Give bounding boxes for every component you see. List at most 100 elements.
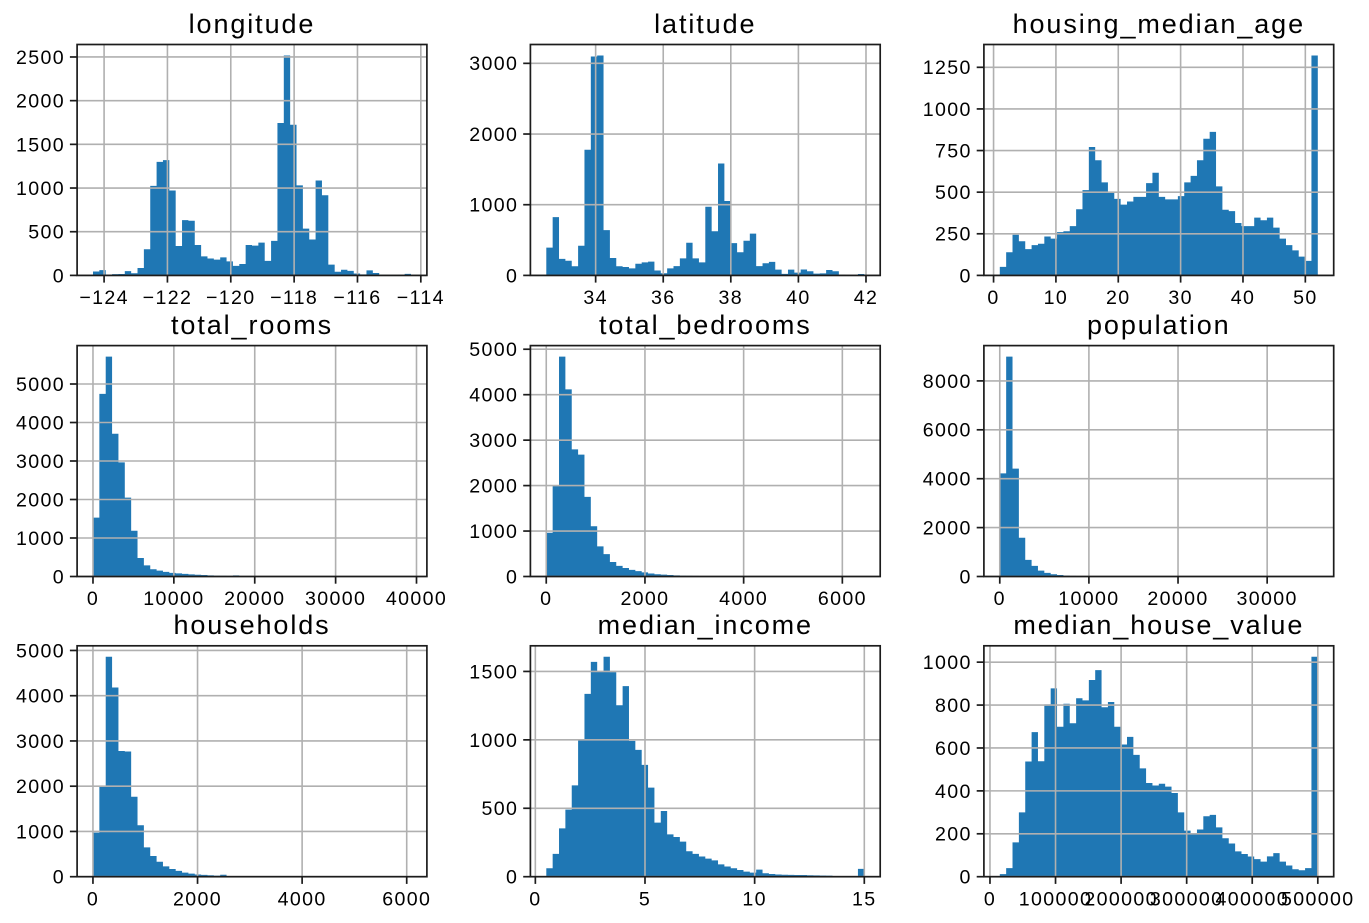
svg-text:2000: 2000 (620, 588, 669, 610)
svg-text:200000: 200000 (1084, 888, 1157, 910)
svg-text:40: 40 (1231, 287, 1256, 309)
svg-text:−122: −122 (143, 287, 193, 309)
svg-text:1000: 1000 (469, 730, 518, 752)
svg-text:4000: 4000 (923, 469, 972, 491)
svg-text:2000: 2000 (16, 91, 65, 113)
svg-text:34: 34 (583, 287, 608, 309)
svg-text:38: 38 (719, 287, 744, 309)
svg-text:0: 0 (960, 867, 972, 889)
svg-text:5000: 5000 (469, 339, 518, 361)
svg-text:total_bedrooms: total_bedrooms (599, 310, 812, 340)
svg-text:800: 800 (935, 695, 972, 717)
svg-text:1000: 1000 (923, 652, 972, 674)
svg-text:600: 600 (935, 738, 972, 760)
svg-text:3000: 3000 (16, 731, 65, 753)
svg-text:30: 30 (1168, 287, 1193, 309)
svg-text:100000: 100000 (1019, 888, 1092, 910)
svg-text:2500: 2500 (16, 47, 65, 69)
svg-text:8000: 8000 (923, 371, 972, 393)
svg-text:−114: −114 (397, 287, 445, 309)
svg-text:2000: 2000 (16, 489, 65, 511)
svg-text:250: 250 (935, 224, 972, 246)
svg-text:0: 0 (540, 588, 552, 610)
svg-text:population: population (1087, 310, 1231, 340)
svg-text:0: 0 (960, 566, 972, 588)
svg-text:0: 0 (87, 888, 99, 910)
svg-text:500: 500 (935, 182, 972, 204)
svg-text:20: 20 (1106, 287, 1131, 309)
svg-text:6000: 6000 (923, 420, 972, 442)
svg-text:0: 0 (987, 287, 999, 309)
svg-text:0: 0 (87, 588, 99, 610)
svg-text:200: 200 (935, 824, 972, 846)
svg-text:5: 5 (639, 888, 651, 910)
svg-text:1250: 1250 (923, 57, 972, 79)
svg-text:42: 42 (854, 287, 879, 309)
svg-text:−118: −118 (270, 287, 318, 309)
svg-text:median_income: median_income (598, 610, 813, 640)
svg-text:40000: 40000 (386, 588, 447, 610)
svg-text:housing_median_age: housing_median_age (1013, 9, 1305, 39)
svg-text:6000: 6000 (382, 888, 431, 910)
svg-text:longitude: longitude (189, 9, 316, 39)
svg-text:total_rooms: total_rooms (171, 310, 333, 340)
svg-text:1500: 1500 (469, 661, 518, 683)
svg-text:400: 400 (935, 781, 972, 803)
svg-text:2000: 2000 (16, 776, 65, 798)
svg-text:0: 0 (506, 566, 518, 588)
svg-text:4000: 4000 (278, 888, 327, 910)
svg-text:10000: 10000 (143, 588, 204, 610)
svg-text:1000: 1000 (16, 178, 65, 200)
svg-text:1500: 1500 (16, 134, 65, 156)
svg-text:0: 0 (506, 265, 518, 287)
svg-text:4000: 4000 (16, 686, 65, 708)
svg-text:36: 36 (651, 287, 676, 309)
svg-text:4000: 4000 (469, 385, 518, 407)
svg-text:1000: 1000 (16, 821, 65, 843)
svg-text:40: 40 (786, 287, 811, 309)
svg-text:households: households (173, 610, 330, 640)
svg-text:1000: 1000 (469, 521, 518, 543)
svg-text:20000: 20000 (224, 588, 285, 610)
svg-text:0: 0 (529, 888, 541, 910)
svg-text:0: 0 (53, 265, 65, 287)
svg-text:−120: −120 (206, 287, 256, 309)
svg-text:5000: 5000 (16, 374, 65, 396)
svg-text:1000: 1000 (923, 99, 972, 121)
svg-text:50: 50 (1293, 287, 1318, 309)
svg-text:15: 15 (852, 888, 877, 910)
svg-text:1000: 1000 (16, 528, 65, 550)
svg-text:4000: 4000 (16, 412, 65, 434)
svg-text:0: 0 (53, 566, 65, 588)
svg-text:3000: 3000 (469, 430, 518, 452)
svg-text:0: 0 (984, 888, 996, 910)
svg-text:300000: 300000 (1150, 888, 1223, 910)
svg-text:30000: 30000 (305, 588, 366, 610)
svg-text:0: 0 (53, 867, 65, 889)
svg-text:750: 750 (935, 140, 972, 162)
svg-text:10: 10 (1044, 287, 1069, 309)
svg-text:1000: 1000 (469, 195, 518, 217)
svg-text:median_house_value: median_house_value (1013, 610, 1304, 640)
svg-text:2000: 2000 (923, 518, 972, 540)
svg-text:2000: 2000 (173, 888, 222, 910)
svg-text:3000: 3000 (469, 53, 518, 75)
svg-text:−116: −116 (333, 287, 381, 309)
svg-text:10000: 10000 (1058, 588, 1119, 610)
svg-text:30000: 30000 (1237, 588, 1298, 610)
svg-text:3000: 3000 (16, 451, 65, 473)
svg-text:10: 10 (742, 888, 767, 910)
svg-text:0: 0 (960, 265, 972, 287)
svg-text:6000: 6000 (818, 588, 867, 610)
svg-text:5000: 5000 (16, 640, 65, 662)
svg-text:latitude: latitude (654, 9, 756, 39)
svg-text:−124: −124 (79, 287, 129, 309)
svg-text:500: 500 (482, 798, 519, 820)
svg-text:500: 500 (28, 222, 65, 244)
svg-text:2000: 2000 (469, 124, 518, 146)
svg-text:20000: 20000 (1147, 588, 1208, 610)
svg-text:0: 0 (506, 867, 518, 889)
svg-text:4000: 4000 (719, 588, 768, 610)
svg-text:2000: 2000 (469, 475, 518, 497)
svg-text:0: 0 (994, 588, 1006, 610)
